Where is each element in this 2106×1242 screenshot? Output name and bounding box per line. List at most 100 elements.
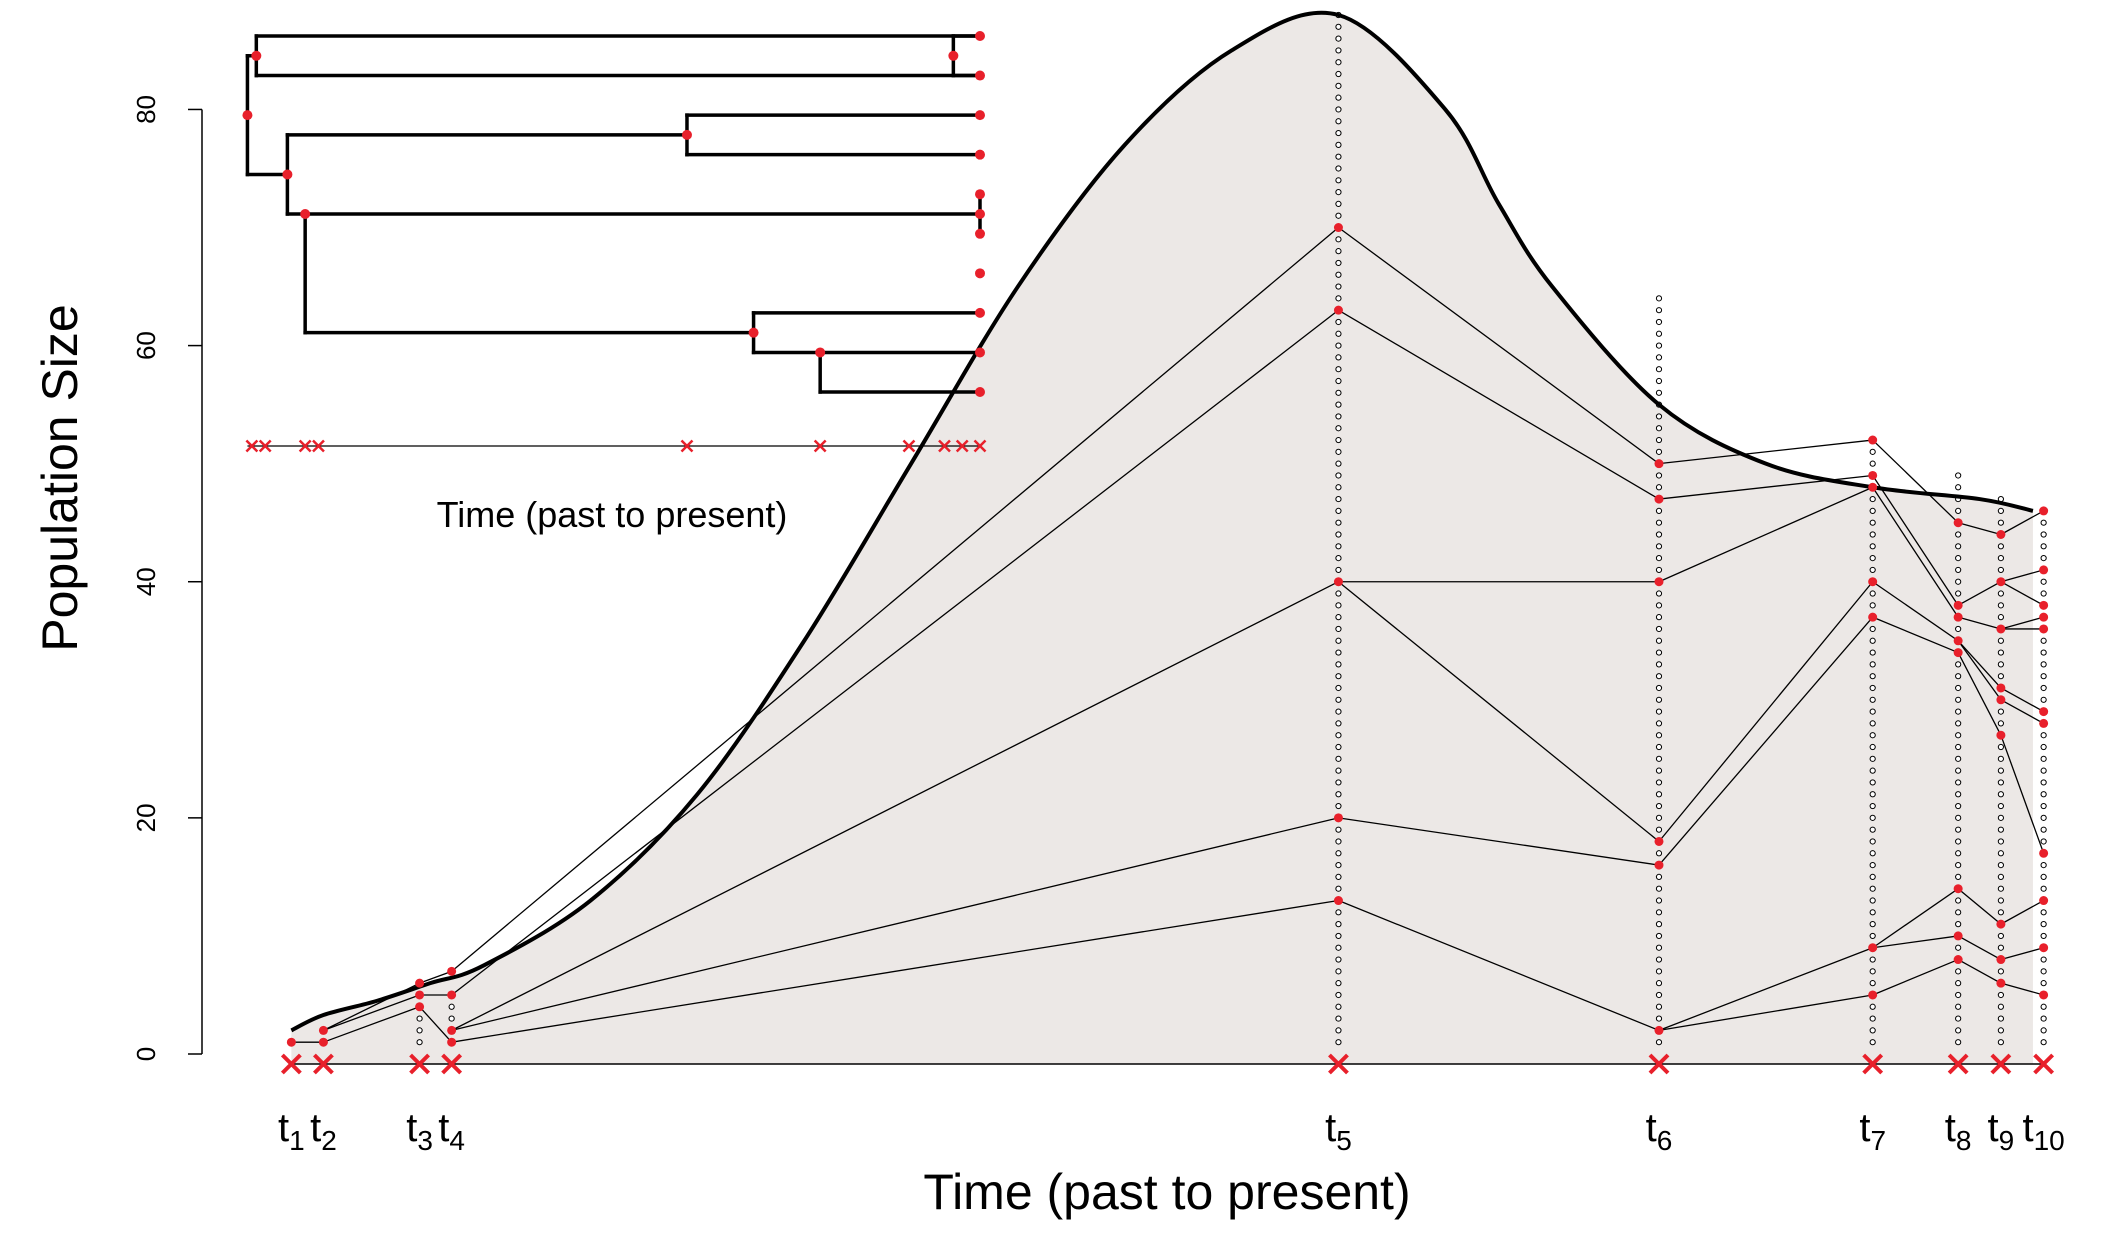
lineage-line (2000, 510, 2044, 536)
individual-circle (2040, 1039, 2047, 1046)
individual-circle (2040, 1003, 2047, 1010)
lineage-line (1872, 486, 1959, 618)
individual-circle (1335, 460, 1342, 467)
lineage-line (2000, 699, 2044, 724)
individual-circle (1869, 1003, 1876, 1010)
individual-circle (1335, 318, 1342, 326)
lineage-point (1996, 530, 2006, 539)
individual-circle (1335, 389, 1342, 396)
individual-circle (1997, 885, 2004, 892)
individual-circle (1335, 283, 1342, 290)
inset-axis-title: Time (past to present) (437, 494, 788, 535)
population-area (291, 12, 2033, 1065)
individual-circle (1655, 814, 1663, 821)
individual-circle (1335, 1015, 1342, 1022)
individual-circle (1335, 94, 1342, 101)
individual-circle (2040, 767, 2047, 774)
genealogy-node (282, 169, 293, 180)
individual-circle (1335, 909, 1342, 916)
individual-circle (1997, 779, 2004, 786)
lineage-point (2039, 896, 2049, 906)
individual-circle (1655, 436, 1663, 444)
individual-circle (1869, 649, 1876, 656)
lineage-point (1996, 919, 2006, 929)
time-label-t1: t1 (278, 1106, 305, 1156)
individual-circle (1335, 425, 1342, 432)
individual-circle (1335, 956, 1342, 963)
individual-circle (1335, 236, 1342, 243)
lineage-point (1996, 978, 2006, 988)
individual-circle (1335, 743, 1342, 751)
lineage-line (419, 970, 452, 984)
individual-circle (2040, 555, 2047, 562)
lineage-point (415, 990, 425, 1000)
individual-circle (1955, 590, 1962, 597)
sampling-time-markers (280, 1053, 2055, 1075)
individual-circle (1955, 507, 1962, 514)
individual-circle (1869, 590, 1876, 597)
individual-circle (1997, 802, 2004, 810)
genealogy-node (748, 327, 759, 338)
individual-circle (1335, 366, 1342, 373)
individual-circle (1655, 755, 1663, 762)
individual-circle (2040, 743, 2047, 751)
lineage-line (2000, 947, 2044, 961)
individual-circle (416, 1027, 423, 1034)
sampling-time-x (313, 1053, 334, 1075)
individual-circle (1335, 59, 1342, 66)
individual-circle (1655, 330, 1663, 337)
individual-circle (2040, 649, 2047, 656)
population-curve (290, 10, 2034, 1033)
lineage-point (1333, 223, 1343, 233)
lineage-point (1868, 470, 1878, 480)
individual-circle (416, 1039, 423, 1046)
individual-circle (1335, 259, 1342, 267)
inset-sampling-x (245, 439, 259, 453)
lineage-line (1658, 486, 1873, 583)
individual-circle (1655, 944, 1663, 951)
individual-circle (1955, 802, 1962, 810)
individual-circle (1869, 543, 1876, 550)
individual-circle (1997, 566, 2004, 574)
individual-circle (1997, 555, 2004, 562)
individual-circle (1869, 909, 1876, 916)
individual-circle (1655, 413, 1663, 420)
lineage-line (1872, 888, 1959, 949)
individual-circle (1655, 661, 1663, 668)
inset-sampling-x (680, 439, 694, 453)
individual-circle (2040, 732, 2047, 739)
lineage-point (1868, 435, 1878, 445)
individual-circle (1869, 767, 1876, 774)
individual-circle (1335, 118, 1342, 125)
lineage-point (415, 978, 425, 988)
individual-circle (1335, 82, 1342, 89)
individual-circle (1335, 944, 1342, 951)
individual-circle (1955, 897, 1962, 904)
individual-circle (1335, 838, 1342, 845)
individual-circle (1335, 602, 1342, 609)
individual-circle (1997, 673, 2004, 680)
genealogy-node (948, 50, 959, 61)
lineage-line (451, 309, 1339, 996)
individual-circle (1335, 35, 1342, 42)
genealogy-tip (975, 228, 985, 239)
lineage-point (447, 1037, 457, 1047)
lineage-point (1996, 683, 2006, 693)
individual-circle (1955, 873, 1962, 880)
individual-circle (2040, 814, 2047, 821)
individual-circle (1869, 531, 1876, 538)
individual-circle (1655, 507, 1663, 514)
time-label-t2: t2 (310, 1106, 337, 1156)
individual-circle (1955, 1015, 1962, 1022)
individual-circle (1997, 897, 2004, 904)
individual-circle (1869, 791, 1876, 798)
individual-circle (1955, 531, 1962, 538)
individual-circle (1335, 165, 1342, 172)
inset-sampling-markers (245, 439, 987, 453)
individual-circle (1335, 968, 1342, 975)
lineage-line (323, 994, 420, 1031)
individual-circle (1655, 519, 1663, 526)
individual-circle (1655, 921, 1663, 928)
individual-circle (1955, 484, 1962, 491)
individual-circle (1997, 850, 2004, 857)
